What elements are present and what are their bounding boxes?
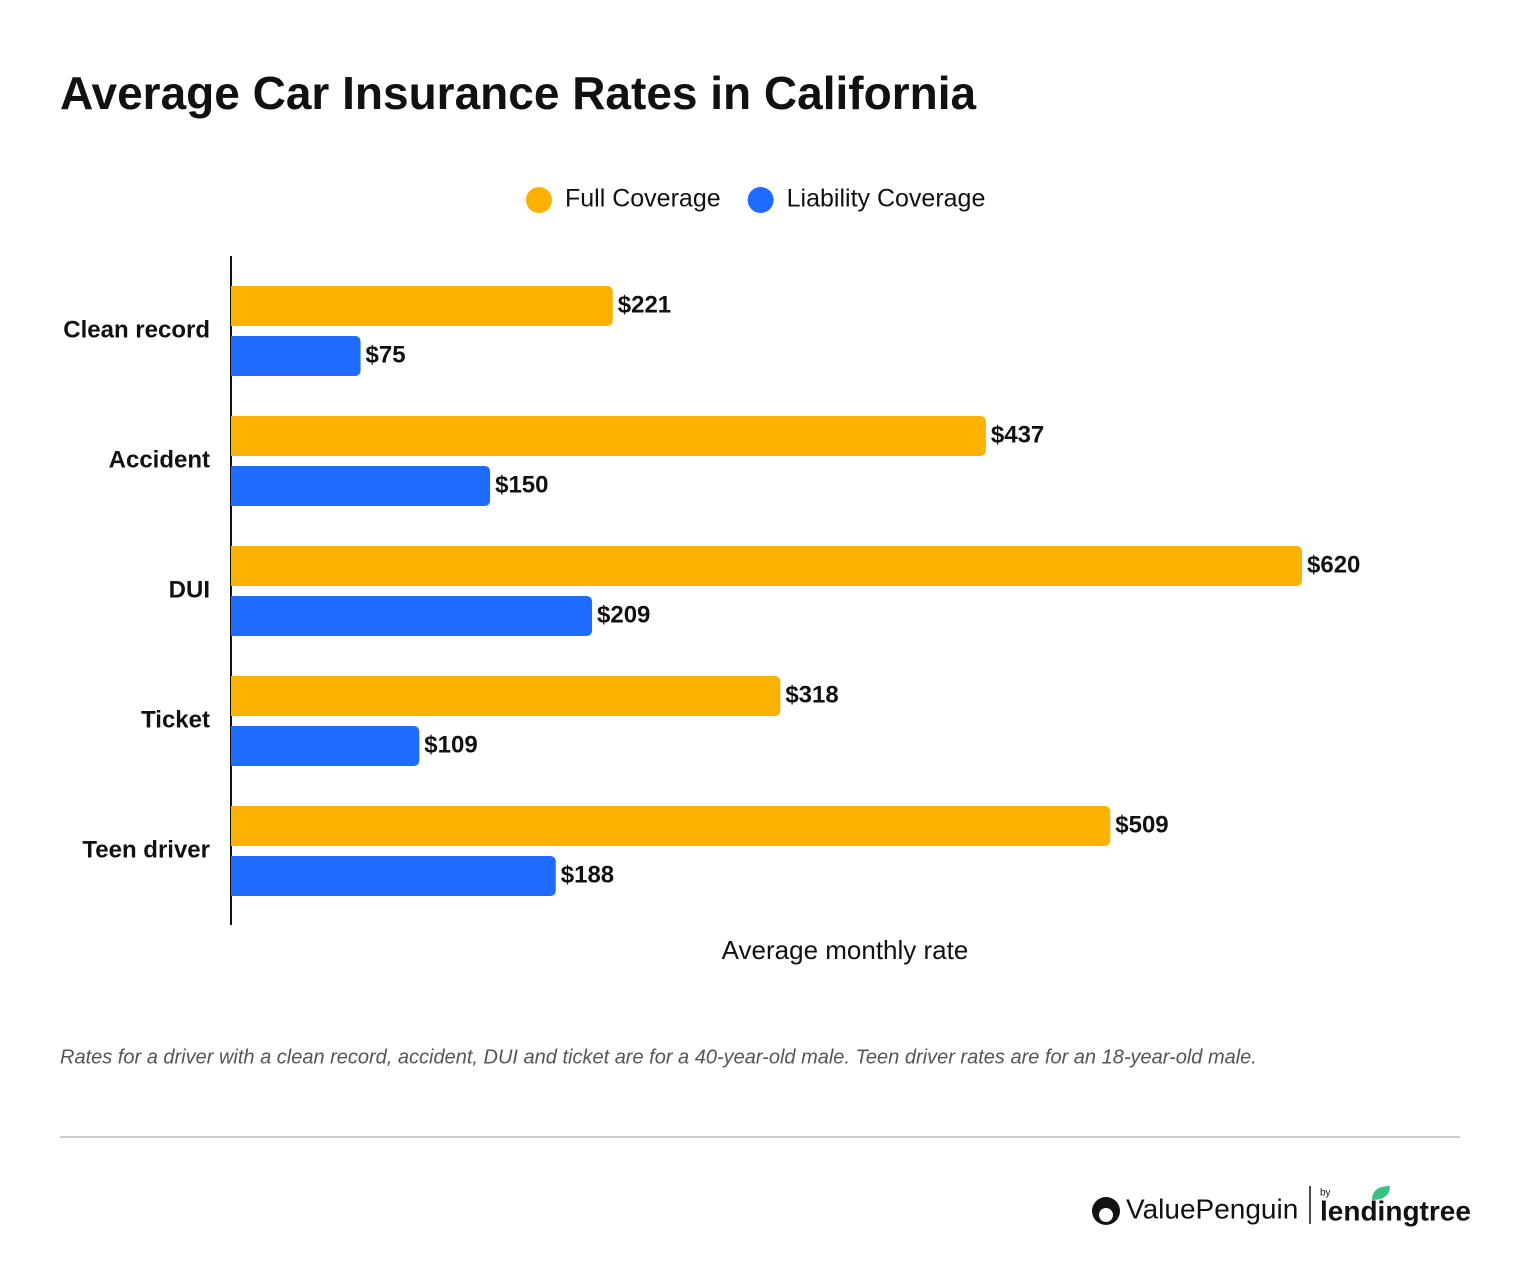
bar [231,336,361,376]
bar [231,416,986,456]
bar [231,856,556,896]
legend-marker [747,187,774,213]
data-label: $188 [561,861,614,888]
logo-brand: ValuePenguin [1126,1193,1298,1224]
bar [231,546,1302,586]
data-label: $109 [424,731,477,758]
logo-by: by [1320,1188,1331,1199]
data-label: $437 [991,421,1044,448]
logo-partner: lendingtree [1320,1195,1471,1226]
bar [231,726,420,766]
data-label: $318 [785,681,838,708]
bar [231,466,491,506]
bar [231,596,593,636]
bar [231,806,1111,846]
data-label: $509 [1115,811,1168,838]
bar [231,286,613,326]
x-axis-label: Average monthly rate [722,935,969,965]
data-label: $620 [1307,551,1360,578]
y-tick-label: Accident [109,446,210,473]
legend-marker [526,187,552,213]
data-label: $221 [618,291,671,318]
y-tick-label: Ticket [141,706,210,733]
logo: ValuePenguin by lendingtree [1092,1186,1471,1226]
chart-title: Average Car Insurance Rates in Californi… [60,67,976,119]
y-tick-label: DUI [169,576,210,603]
data-label: $209 [597,601,650,628]
data-label: $75 [366,341,406,368]
logo-icon [1099,1208,1113,1222]
y-tick-label: Teen driver [82,836,210,863]
legend-label: Liability Coverage [787,185,986,213]
bar [231,676,781,716]
footnote: Rates for a driver with a clean record, … [60,1046,1257,1068]
y-tick-label: Clean record [63,316,210,343]
legend-label: Full Coverage [565,185,721,213]
data-label: $150 [495,471,548,498]
logo-leaf [1372,1186,1390,1200]
